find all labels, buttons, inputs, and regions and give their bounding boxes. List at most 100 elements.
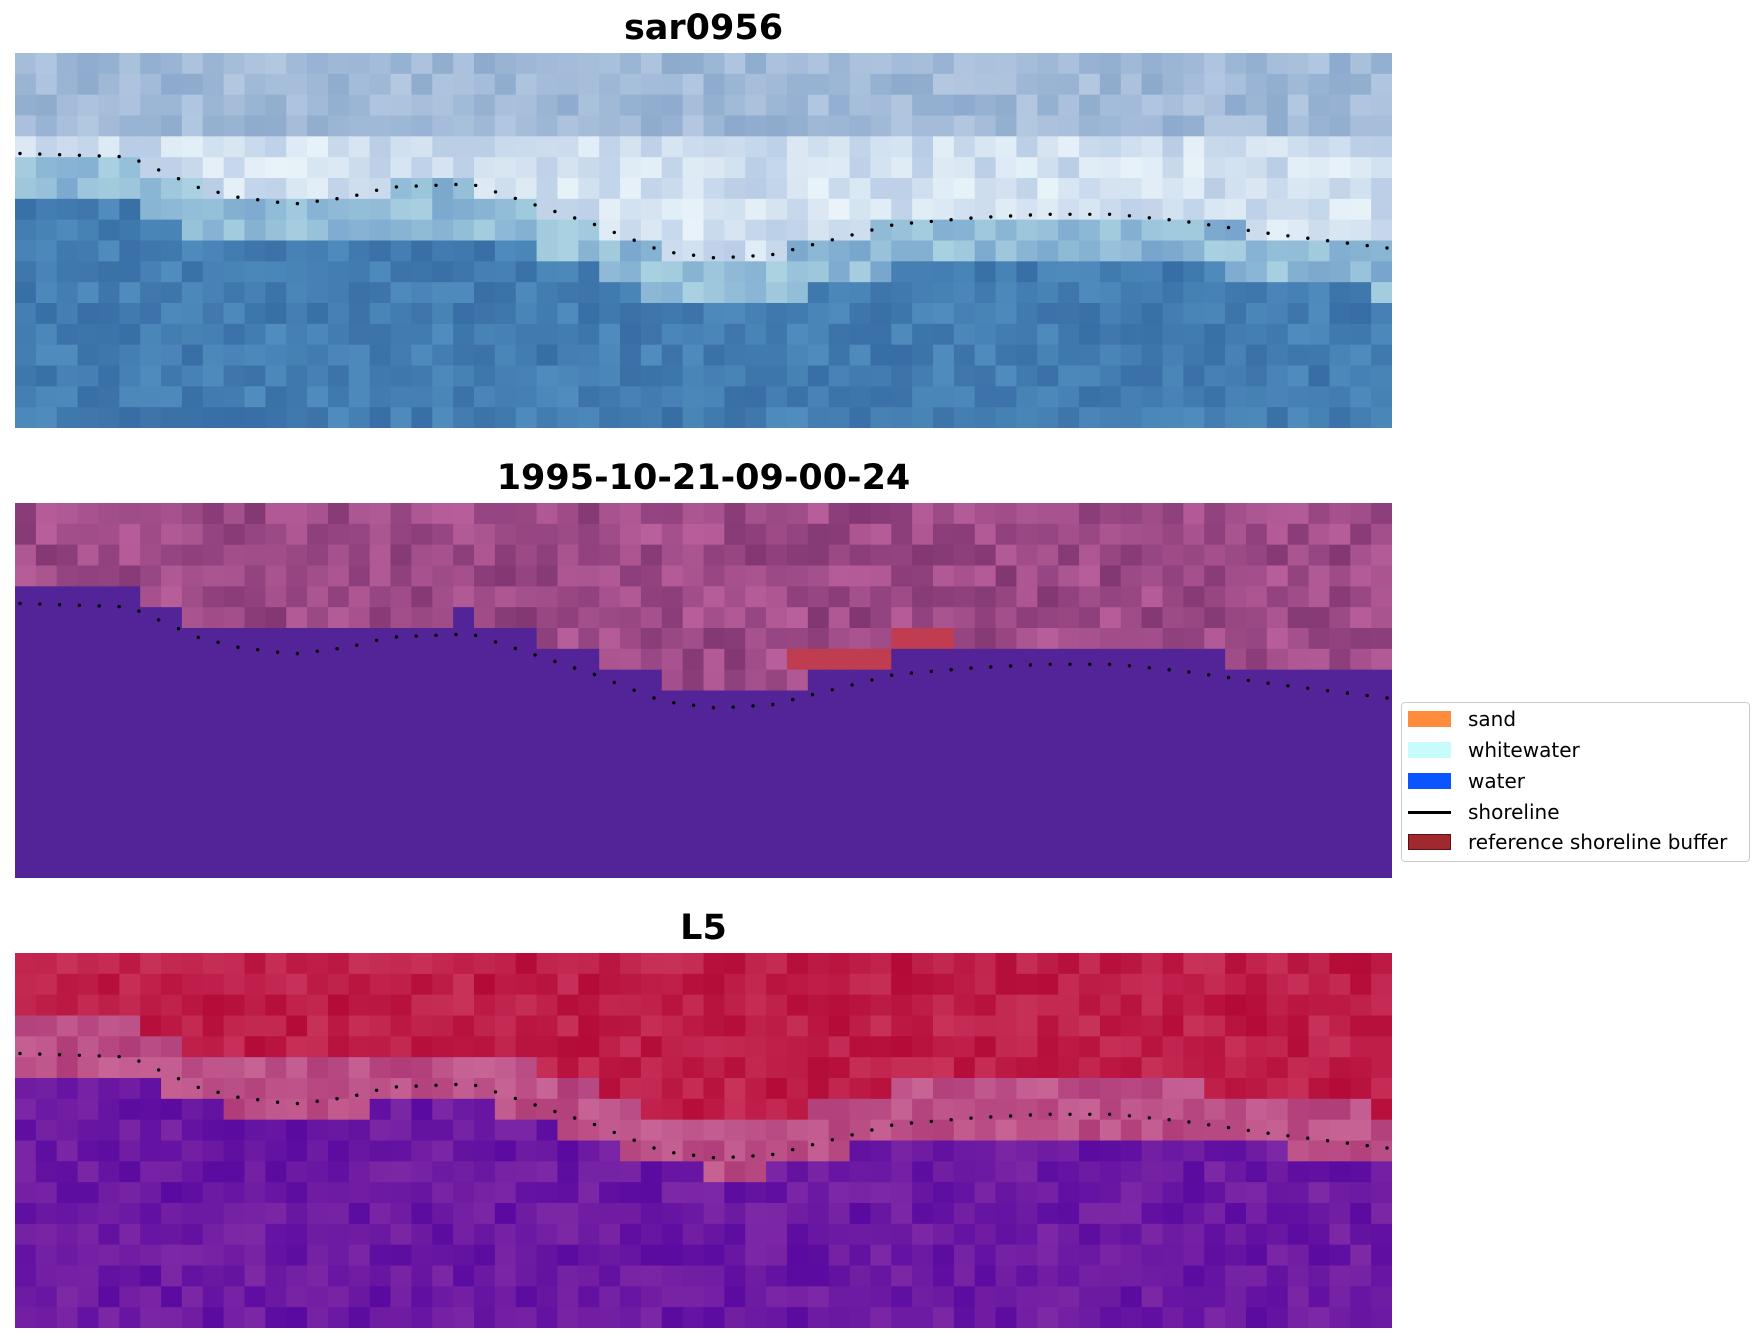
shoreline-dot: [751, 1154, 755, 1158]
shoreline-dot: [1226, 675, 1231, 680]
shoreline-dot: [612, 680, 616, 685]
shoreline-dot: [691, 253, 696, 257]
shoreline-dot: [1207, 223, 1211, 227]
shoreline-dot: [1147, 666, 1152, 670]
shoreline-dot: [771, 702, 775, 707]
shoreline-dot: [1068, 662, 1072, 666]
shoreline-dot: [870, 228, 874, 232]
shoreline-dot: [57, 603, 62, 607]
shoreline-dot: [77, 153, 82, 157]
shoreline-dot: [830, 238, 834, 242]
shoreline-dot: [414, 634, 418, 638]
shoreline-dot: [1127, 1114, 1132, 1118]
shoreline-dot: [1325, 239, 1330, 243]
shoreline-dot: [1246, 678, 1251, 683]
shoreline-dot: [771, 252, 775, 257]
shoreline-dot: [18, 1051, 22, 1056]
shoreline-dot: [374, 1088, 379, 1092]
shoreline-dot: [949, 218, 953, 222]
shoreline-dot: [1167, 1118, 1171, 1122]
shoreline-dot: [394, 635, 399, 639]
shoreline-dot: [315, 199, 319, 203]
shoreline-dot: [1187, 670, 1191, 674]
shoreline-dot: [137, 159, 141, 163]
whitewater-swatch: [1408, 742, 1451, 758]
shoreline-dot: [890, 673, 894, 677]
shoreline-dot: [77, 1053, 82, 1057]
shoreline-dot: [434, 1083, 438, 1087]
shoreline-dot: [989, 665, 993, 669]
shoreline-dot: [592, 1122, 597, 1127]
shoreline-dot: [672, 251, 676, 255]
shoreline-dot: [1207, 1123, 1211, 1127]
shoreline-dot: [612, 1130, 616, 1135]
shoreline-dot: [1008, 664, 1013, 668]
shoreline-dot: [870, 678, 874, 682]
shoreline-dot: [989, 215, 993, 219]
shoreline-dot: [454, 632, 458, 637]
shoreline-dot: [751, 704, 755, 708]
shoreline-dot: [315, 1099, 319, 1103]
shoreline-dot: [909, 221, 914, 225]
shoreline-dot: [216, 190, 220, 194]
shoreline-dot: [1385, 696, 1389, 700]
shoreline-dot: [711, 256, 716, 260]
shoreline-dot: [454, 1082, 458, 1087]
shoreline-dot: [1365, 1143, 1369, 1148]
shoreline-dot: [97, 1054, 101, 1058]
shoreline-dot: [157, 618, 161, 622]
shoreline-line-swatch: [1408, 810, 1451, 814]
shoreline-dot: [1088, 1112, 1092, 1116]
shoreline-dot: [137, 1059, 141, 1063]
shoreline-dot: [850, 683, 854, 687]
shoreline-dot: [929, 1119, 933, 1124]
shoreline-dot: [573, 666, 577, 670]
shoreline-dot: [295, 201, 300, 206]
shoreline-dot: [652, 246, 656, 250]
shoreline-dot: [791, 1147, 795, 1152]
shoreline-dot: [513, 1096, 517, 1101]
shoreline-dot: [1345, 1141, 1350, 1145]
shoreline-dot: [335, 1097, 339, 1101]
legend-label: whitewater: [1468, 738, 1580, 762]
shoreline-dot: [1266, 1131, 1270, 1135]
shoreline-dot: [1207, 673, 1211, 677]
shoreline-dot: [830, 688, 834, 692]
shoreline-dot: [434, 183, 438, 187]
shoreline-dot: [374, 638, 379, 642]
shoreline-dot: [850, 233, 854, 237]
shoreline-dot: [97, 154, 101, 158]
legend-item-shoreline: shoreline: [1408, 800, 1560, 824]
shoreline-dot: [1187, 220, 1191, 224]
shoreline-dot: [553, 659, 557, 664]
shoreline-dot: [1226, 225, 1231, 230]
shoreline-dot: [1048, 662, 1052, 666]
shoreline-dot: [731, 705, 735, 709]
shoreline-dot: [117, 154, 121, 159]
shoreline-dot: [474, 633, 478, 638]
shoreline-dot: [1306, 686, 1310, 690]
shoreline-dot: [38, 1052, 42, 1056]
shoreline-dot: [335, 197, 339, 201]
shoreline-dot: [672, 701, 676, 705]
shoreline-dot: [969, 666, 973, 670]
shoreline-dot: [870, 1128, 874, 1132]
shoreline-dot: [771, 1152, 775, 1157]
shoreline-dot: [652, 696, 656, 700]
shoreline-dot: [1088, 662, 1092, 666]
shoreline-dot: [275, 200, 280, 204]
shoreline-dot: [1008, 214, 1013, 218]
shoreline-dot: [1365, 693, 1369, 698]
shoreline-dot: [929, 669, 933, 674]
shoreline-dot: [1068, 1112, 1072, 1116]
shoreline-dot: [57, 153, 62, 157]
shoreline-dot: [949, 668, 953, 672]
shoreline-dot: [196, 635, 200, 640]
shoreline-dot: [513, 196, 517, 201]
shoreline-dot: [275, 650, 280, 654]
shoreline-dot: [791, 697, 795, 702]
shoreline-dot: [632, 238, 636, 242]
shoreline-dot: [1127, 214, 1132, 218]
shoreline-dot: [1365, 243, 1369, 248]
shoreline-dot: [196, 185, 200, 190]
